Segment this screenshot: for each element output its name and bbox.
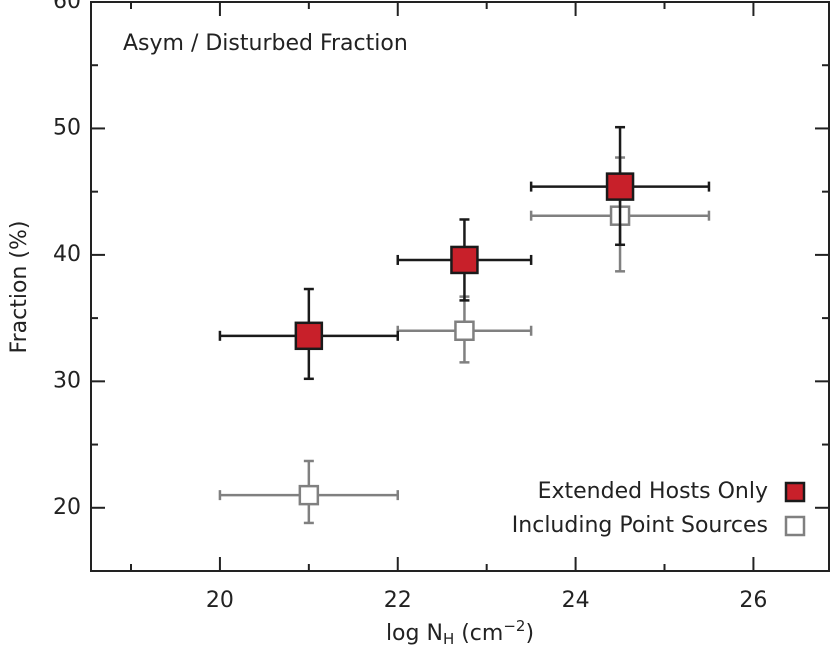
- x-label-part: log N: [386, 621, 443, 646]
- x-tick-label: 20: [206, 588, 234, 613]
- legend-marker: [784, 481, 806, 503]
- x-label-part: (cm: [454, 621, 503, 646]
- point: [294, 321, 324, 351]
- point: [605, 172, 635, 201]
- y-tick-label: 40: [53, 242, 81, 267]
- y-tick-label: 50: [53, 115, 81, 140]
- point: [450, 245, 479, 275]
- point: [298, 484, 320, 506]
- x-label-part: ): [525, 621, 534, 646]
- legend-label: Extended Hosts Only: [538, 479, 768, 504]
- legend-marker: [784, 515, 806, 537]
- x-label-sup: −2: [503, 617, 525, 635]
- x-axis-label: log NH (cm−2): [386, 617, 534, 648]
- legend-label: Including Point Sources: [512, 513, 768, 538]
- y-tick-label: 60: [53, 0, 81, 14]
- y-axis-label: Fraction (%): [7, 221, 32, 354]
- y-tick-label: 30: [53, 368, 81, 393]
- point: [454, 320, 475, 342]
- x-tick-label: 26: [739, 588, 767, 613]
- x-tick-label: 22: [384, 588, 412, 613]
- x-tick-label: 24: [562, 588, 590, 613]
- y-tick-label: 20: [53, 495, 81, 520]
- x-label-sub: H: [443, 630, 454, 648]
- annotation: Asym / Disturbed Fraction: [123, 31, 408, 56]
- plot-frame: [90, 1, 830, 572]
